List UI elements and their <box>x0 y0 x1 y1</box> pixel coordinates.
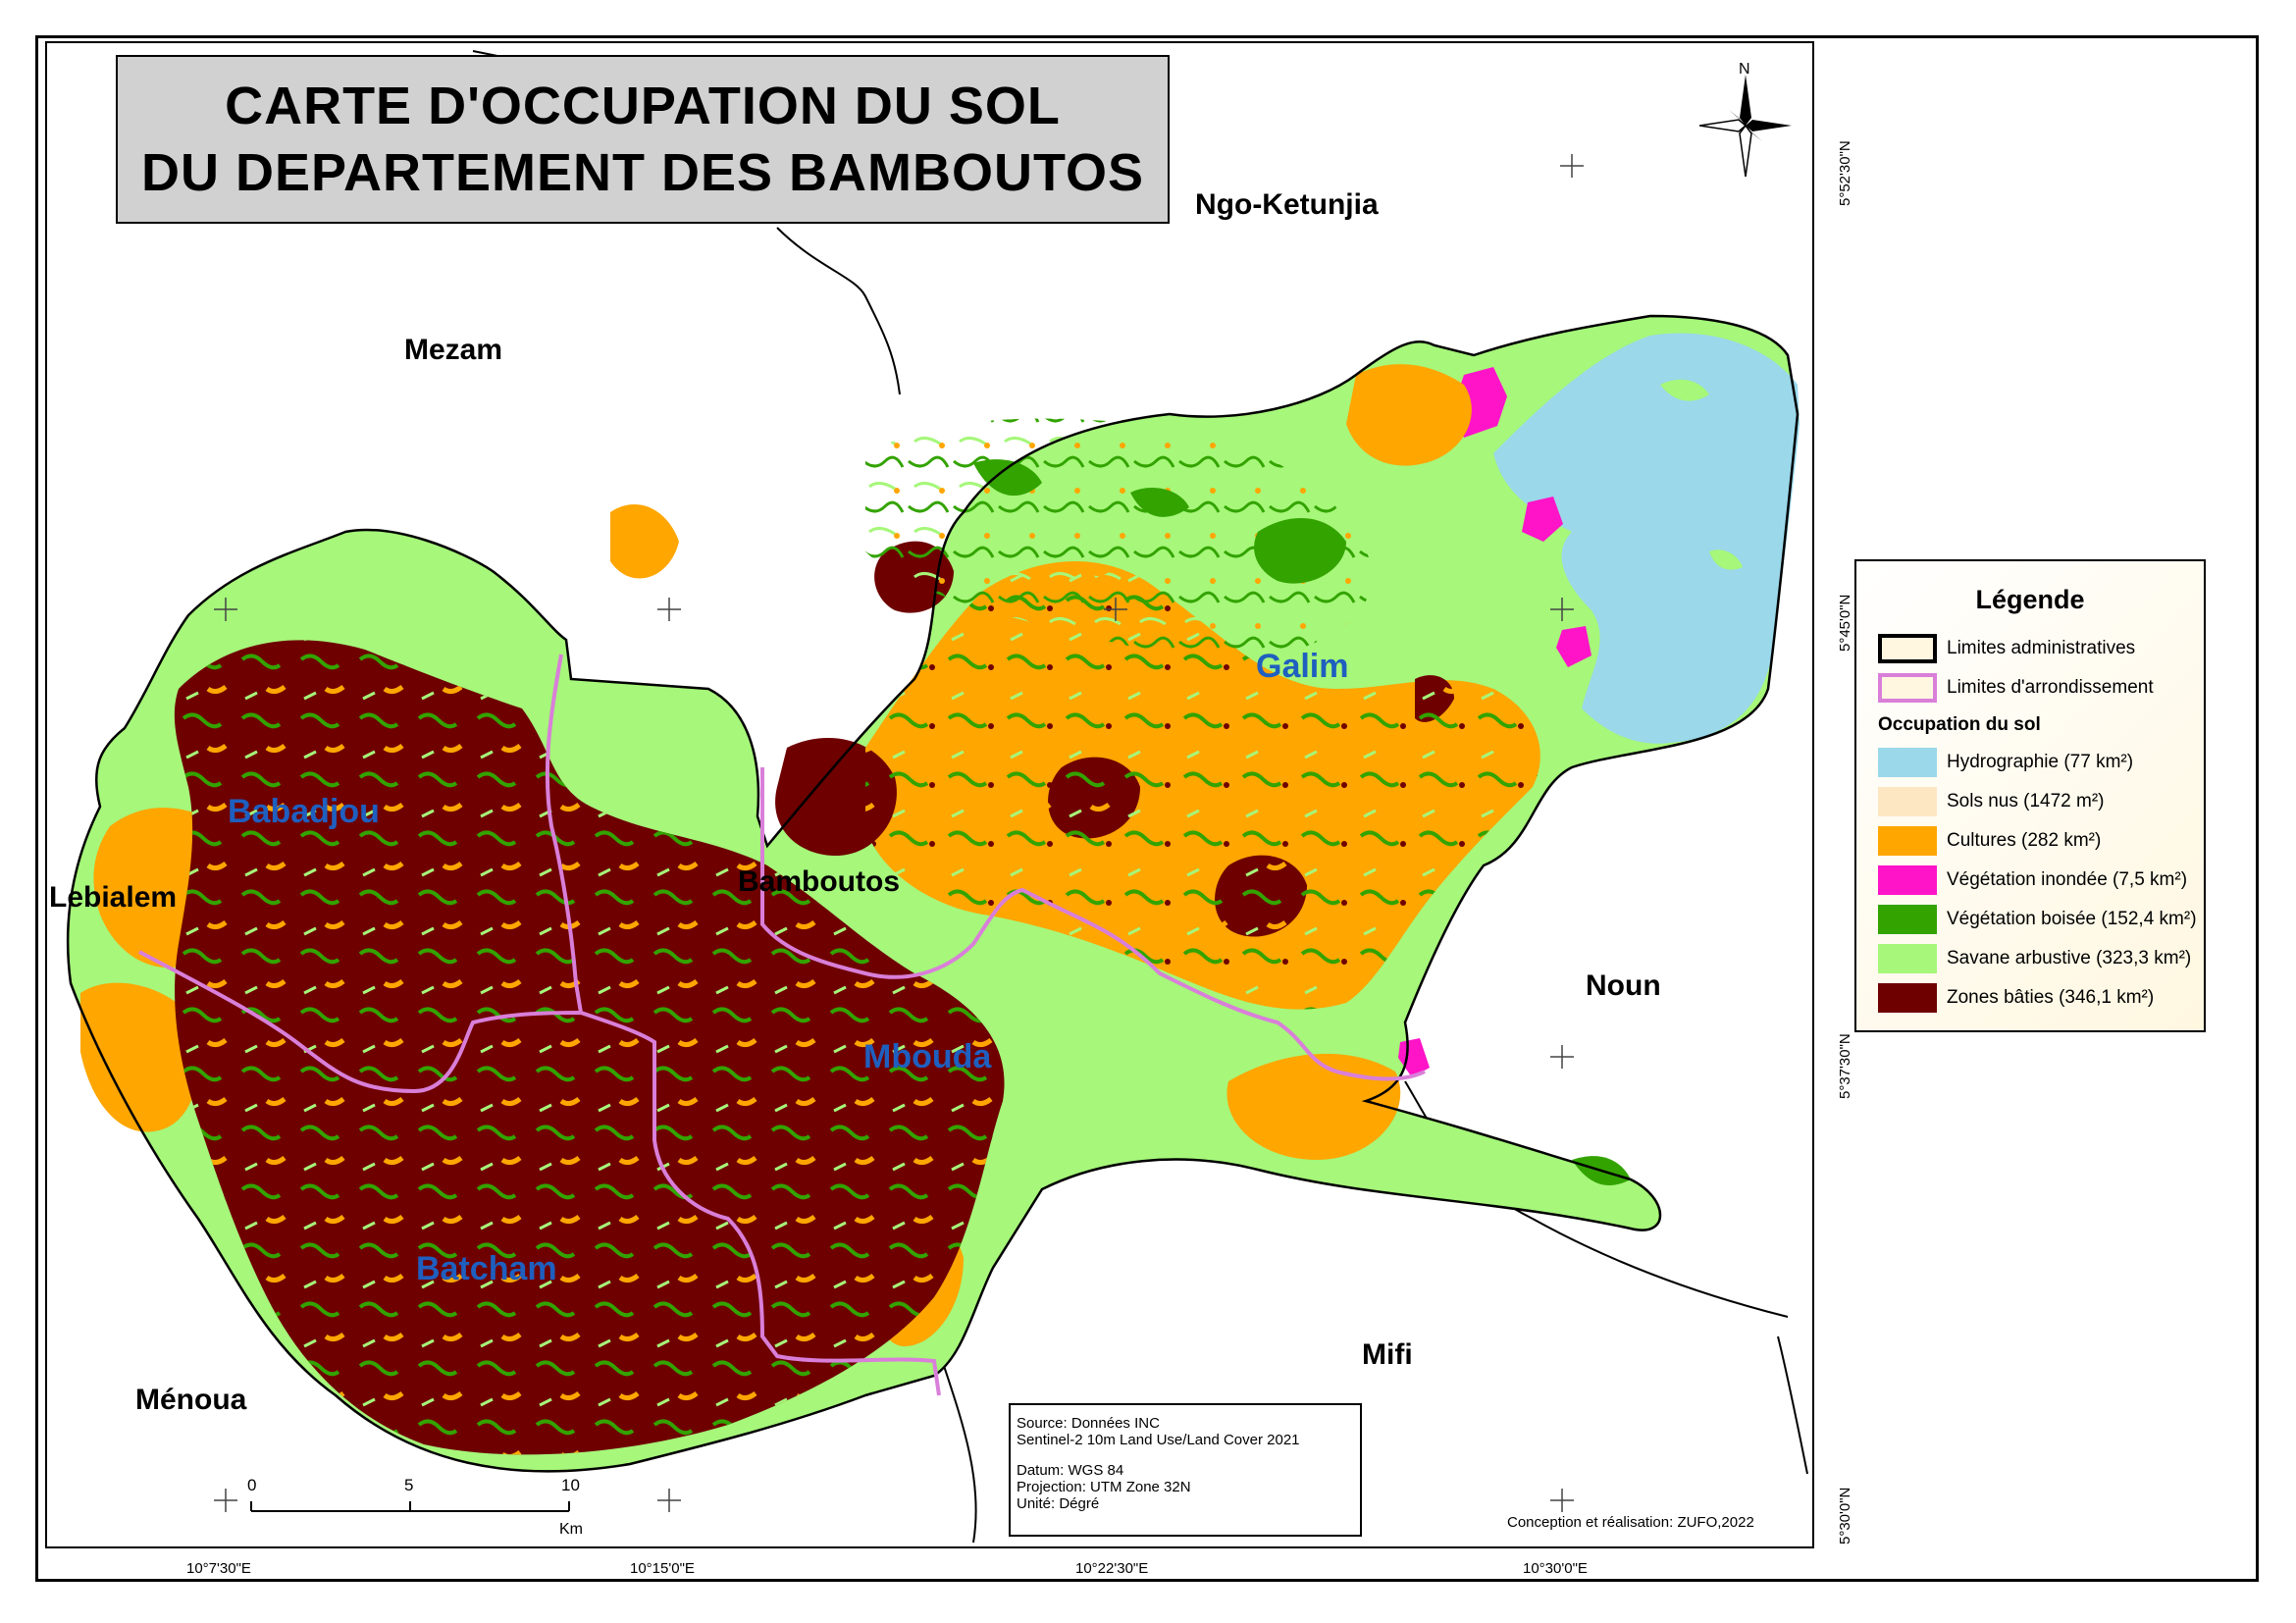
scale-bar: 0 5 10 Km <box>243 1472 583 1560</box>
scale-tick-0: 0 <box>247 1476 257 1494</box>
source-line-3: Datum: WGS 84 <box>1017 1462 1124 1479</box>
source-line-5: Unité: Dégré <box>1017 1495 1100 1512</box>
lat-tick-1: 5°52'30"N <box>1837 140 1853 206</box>
scale-bar-graphic <box>250 1501 570 1512</box>
legend-label: Limites administratives <box>1947 638 2136 658</box>
page-frame <box>35 35 2259 1582</box>
bamboutos-boundary <box>66 314 1800 1473</box>
lon-tick-3: 10°22'30"E <box>1075 1560 1149 1577</box>
legend-swatch <box>1878 905 1937 934</box>
title-line-2: DU DEPARTEMENT DES BAMBOUTOS <box>140 143 1145 202</box>
dept-label-mifi: Mifi <box>1362 1338 1413 1371</box>
legend-label: Végétation boisée (152,4 km²) <box>1947 909 2197 929</box>
arrondissement-boundaries <box>138 654 1426 1396</box>
compass-rose-icon: N <box>1699 61 1792 179</box>
legend-subtitle: Occupation du sol <box>1878 714 2041 735</box>
dept-label-noun: Noun <box>1586 969 1661 1002</box>
legend-label: Limites d'arrondissement <box>1947 677 2154 698</box>
legend-swatch <box>1878 944 1937 973</box>
arr-label-galim: Galim <box>1256 648 1349 685</box>
legend-swatch <box>1878 748 1937 777</box>
legend-swatch <box>1878 634 1937 663</box>
graticule <box>214 154 1584 1512</box>
dept-label-bamboutos: Bamboutos <box>738 865 900 898</box>
dept-label-lebialem: Lebialem <box>49 881 178 914</box>
legend-label: Zones bâties (346,1 km²) <box>1947 987 2155 1008</box>
legend-label: Sols nus (1472 m²) <box>1947 791 2105 812</box>
source-line-2: Sentinel-2 10m Land Use/Land Cover 2021 <box>1017 1432 1300 1448</box>
dept-label-mezam: Mezam <box>404 334 503 366</box>
map-canvas <box>66 50 1808 1544</box>
legend-swatch <box>1878 865 1937 895</box>
land-cover <box>68 316 1800 1472</box>
map-title: CARTE D'OCCUPATION DU SOL DU DEPARTEMENT… <box>116 55 1170 224</box>
scale-tick-10: 10 <box>561 1476 580 1494</box>
legend-title: Légende <box>1975 585 2085 614</box>
north-label: N <box>1739 61 1750 78</box>
legend-swatch <box>1878 826 1937 856</box>
dept-label-menoua: Ménoua <box>135 1384 247 1416</box>
dept-label-ngo-ketunjia: Ngo-Ketunjia <box>1195 188 1379 221</box>
lon-tick-4: 10°30'0"E <box>1523 1560 1588 1577</box>
legend-swatch <box>1878 983 1937 1013</box>
lat-tick-3: 5°37'30"N <box>1837 1033 1853 1099</box>
legend-swatch <box>1878 787 1937 816</box>
legend-label: Savane arbustive (323,3 km²) <box>1947 948 2192 969</box>
scale-tick-5: 5 <box>404 1476 414 1494</box>
legend-label: Végétation inondée (7,5 km²) <box>1947 869 2188 890</box>
legend-swatch <box>1878 673 1937 703</box>
source-line-1: Source: Données INC <box>1017 1415 1160 1432</box>
source-box: Source: Données INC Sentinel-2 10m Land … <box>1009 1403 1362 1537</box>
lat-tick-2: 5°45'0"N <box>1837 594 1853 652</box>
arr-label-babadjou: Babadjou <box>228 793 380 830</box>
lat-tick-4: 5°30'0"N <box>1837 1487 1853 1544</box>
legend-label: Cultures (282 km²) <box>1947 830 2102 851</box>
lon-tick-2: 10°15'0"E <box>630 1560 695 1577</box>
arr-label-batcham: Batcham <box>416 1250 557 1287</box>
arr-label-mbouda: Mbouda <box>863 1038 992 1075</box>
map-legend: Légende Limites administratives Limites … <box>1854 559 2206 1032</box>
legend-label: Hydrographie (77 km²) <box>1947 752 2134 772</box>
lon-tick-1: 10°7'30"E <box>186 1560 251 1577</box>
scale-unit: Km <box>559 1521 583 1538</box>
source-line-4: Projection: UTM Zone 32N <box>1017 1479 1191 1495</box>
title-line-1: CARTE D'OCCUPATION DU SOL <box>225 77 1061 135</box>
credit-text: Conception et réalisation: ZUFO,2022 <box>1507 1514 1754 1531</box>
map-frame <box>45 41 1814 1548</box>
